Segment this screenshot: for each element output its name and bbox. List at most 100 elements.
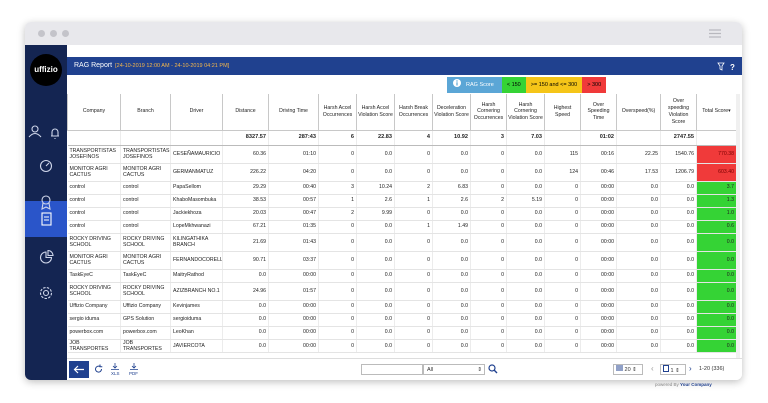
value-cell: 00:47 [268,207,319,221]
total-cell [544,130,581,146]
value-cell: 0.0 [616,207,661,221]
table-row: ROCKY DRIVING SCHOOL ROCKY DRIVING SCHOOL… [67,233,737,252]
prev-page[interactable]: ‹ [651,364,654,373]
page-range: 1-20 (336) [699,366,725,372]
value-cell: 0.0 [660,220,697,234]
menu-icon[interactable] [709,29,721,38]
value-cell: 0.0 [356,326,395,340]
table-row: ROCKY DRIVING SCHOOL ROCKY DRIVING SCHOOL… [67,282,737,301]
value-cell: 0 [544,313,581,327]
nav-icons[interactable] [25,45,67,380]
value-cell: 0 [318,251,357,270]
value-cell: 1 [394,194,433,208]
text-cell: MONITOR AGRI CACTUS [67,251,121,270]
text-cell: JOB TRANSPORTES [67,339,121,353]
value-cell: 0 [318,339,357,353]
svg-text:?: ? [730,63,735,71]
value-cell: 0.0 [356,163,395,182]
value-cell: 0 [394,326,433,340]
value-cell: 0 [470,339,507,353]
page-size: 20 [624,367,631,373]
text-cell: MONITOR AGRI CACTUS [120,251,171,270]
table-row: control control Jackiekhoza 20.03 00:47 2 9.99… [67,207,737,221]
refresh-icon[interactable] [94,364,103,374]
value-cell: 0 [394,207,433,221]
text-cell: Jackiekhoza [170,207,223,221]
table-row: Uffizio Company Uffizio Company Kevinjames… [67,300,737,314]
value-cell: 0 [470,313,507,327]
text-cell: TaskEyeC [67,269,121,283]
value-cell: 2 [394,181,433,195]
value-cell: 0 [318,282,357,301]
search-icon[interactable] [488,364,498,374]
value-cell: 0.0 [616,233,661,252]
value-cell: 0 [394,233,433,252]
xls-button[interactable]: XLS [111,363,120,376]
total-cell: 10.92 [432,130,471,146]
value-cell: 0 [470,269,507,283]
value-cell: 0.0 [432,339,471,353]
value-cell: 0 [394,282,433,301]
next-page[interactable]: › [689,364,692,373]
value-cell: 0 [544,339,581,353]
column-header: Harsh Cornering Violation Score [506,94,545,131]
header-icons[interactable]: ? [717,62,737,71]
text-cell: KILINGATHIKA BRANCH [170,233,223,252]
total-cell [120,130,171,146]
value-cell: 0.0 [222,300,269,314]
text-cell: ROCKY DRIVING SCHOOL [67,282,121,301]
value-cell: 0.0 [222,326,269,340]
value-cell: 0.0 [356,269,395,283]
totals-row: 8327.57 287:43 6 22.83 4 10.92 3 7.03 01:02 2747.… [67,130,737,146]
value-cell: 00:00 [268,339,319,353]
value-cell: 6.83 [432,181,471,195]
value-cell: 0 [470,145,507,164]
pdf-button[interactable]: PDF [129,363,138,376]
value-cell: 0 [470,163,507,182]
page-select[interactable]: 1 ⇕ [660,364,686,375]
value-cell: 0 [470,220,507,234]
value-cell: 0.0 [506,163,545,182]
download-icon [111,363,120,370]
text-cell: LopeMkhwanazi [170,220,223,234]
value-cell: 0 [544,233,581,252]
value-cell: 0 [318,269,357,283]
download-icon [129,363,138,370]
rag-legend: RAG Score < 150 >= 150 and <= 300 > 300 [447,77,607,93]
legend-title-text: RAG Score [466,82,494,88]
total-score-cell: 0.0 [696,233,737,252]
value-cell: 0.0 [506,233,545,252]
column-header: Over speeding Violation Score [660,94,697,131]
back-button[interactable] [69,361,89,378]
scrollbar[interactable] [736,94,740,358]
back-icon [73,365,84,374]
value-cell: 21.69 [222,233,269,252]
value-cell: 0.0 [660,233,697,252]
total-cell: 6 [318,130,357,146]
total-cell: 3 [470,130,507,146]
value-cell: 0.0 [660,326,697,340]
window-dot [50,30,57,37]
value-cell: 0.0 [660,282,697,301]
value-cell: 0 [318,220,357,234]
text-cell: JOB TRANSPORTES [120,339,171,353]
filter-select[interactable]: All ⇕ [423,364,485,375]
value-cell: 00:00 [268,300,319,314]
value-cell: 00:00 [580,233,617,252]
text-cell: GPS Solution [120,313,171,327]
text-cell: JAVIERCOTA [170,339,223,353]
value-cell: 24.96 [222,282,269,301]
table-row: MONITOR AGRI CACTUS MONITOR AGRI CACTUS FE… [67,251,737,270]
search-input[interactable] [361,364,423,375]
page-size-select[interactable]: 20 ⇕ [613,364,643,375]
value-cell: 0.0 [660,339,697,353]
select-arrow: ⇕ [477,367,482,373]
total-score-cell: 3.7 [696,181,737,195]
total-score-cell: 0.6 [696,220,737,234]
value-cell: 0 [394,269,433,283]
column-header: Over Speeding Time [580,94,617,131]
footer: XLS PDF All ⇕ 20 ⇕ ‹ 1 ⇕ › 1-20 (336) [67,358,742,380]
value-cell: 0.0 [616,269,661,283]
value-cell: 0 [394,145,433,164]
value-cell: 0.0 [660,269,697,283]
